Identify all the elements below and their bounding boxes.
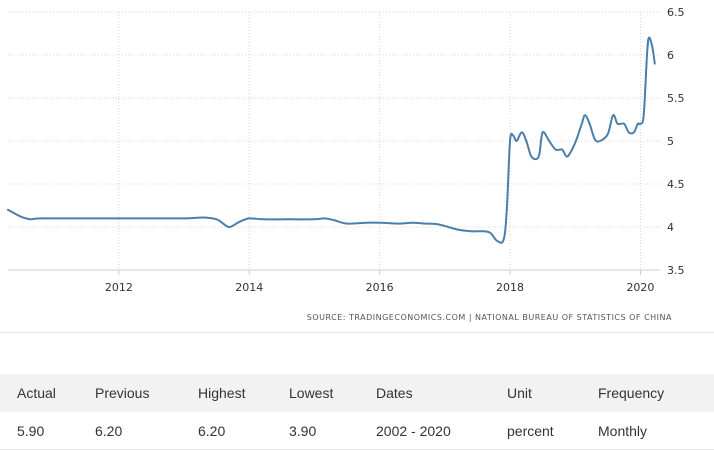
value-actual: 5.90	[0, 412, 95, 450]
value-highest: 6.20	[198, 412, 289, 450]
x-tick-label: 2016	[366, 281, 394, 294]
header-dates: Dates	[376, 374, 507, 412]
x-tick-label: 2014	[235, 281, 263, 294]
source-attribution: SOURCE: TRADINGECONOMICS.COM | NATIONAL …	[307, 313, 672, 322]
y-tick-label: 5	[667, 135, 674, 148]
header-previous: Previous	[95, 374, 198, 412]
header-frequency: Frequency	[598, 374, 714, 412]
x-axis-ticks: 2012 2014 2016 2018 2020	[105, 281, 655, 294]
stats-value-row: 5.90 6.20 6.20 3.90 2002 - 2020 percent …	[0, 412, 714, 450]
header-unit: Unit	[507, 374, 598, 412]
y-tick-label: 4	[667, 221, 674, 234]
y-tick-label: 6.5	[667, 6, 685, 19]
header-actual: Actual	[0, 374, 95, 412]
chart-grid	[8, 11, 660, 275]
series-line	[7, 36, 656, 244]
y-tick-label: 6	[667, 49, 674, 62]
unemployment-line-chart: 2012 2014 2016 2018 2020 3.5 4 4.5 5 5.5 6 6.5 SOU…	[7, 6, 685, 322]
y-axis-ticks: 3.5 4 4.5 5 5.5 6 6.5	[667, 6, 685, 277]
x-tick-label: 2012	[105, 281, 133, 294]
x-tick-label: 2018	[496, 281, 524, 294]
x-tick-label: 2020	[626, 281, 654, 294]
header-lowest: Lowest	[289, 374, 376, 412]
value-previous: 6.20	[95, 412, 198, 450]
y-tick-label: 3.5	[667, 264, 685, 277]
y-tick-label: 5.5	[667, 92, 685, 105]
y-tick-label: 4.5	[667, 178, 685, 191]
header-highest: Highest	[198, 374, 289, 412]
section-divider	[0, 332, 714, 333]
stats-table: Actual Previous Highest Lowest Dates Uni…	[0, 374, 714, 450]
value-unit: percent	[507, 412, 598, 450]
value-frequency: Monthly	[598, 412, 714, 450]
value-dates: 2002 - 2020	[376, 412, 507, 450]
stats-header-row: Actual Previous Highest Lowest Dates Uni…	[0, 374, 714, 412]
value-lowest: 3.90	[289, 412, 376, 450]
